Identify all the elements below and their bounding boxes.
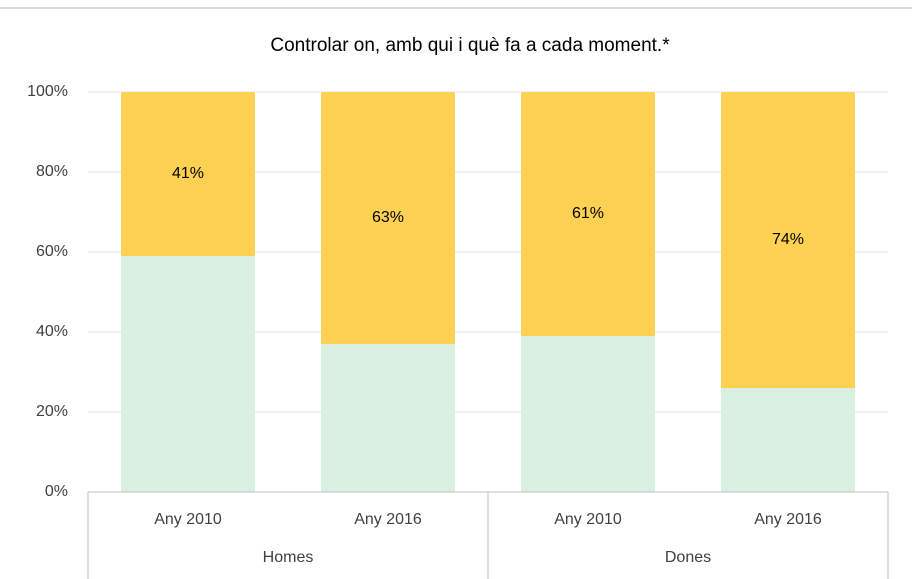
- x-tick-label: Any 2010: [154, 511, 222, 528]
- x-tick-label: Any 2016: [754, 511, 822, 528]
- data-label: 41%: [172, 165, 204, 182]
- group-label: Homes: [263, 549, 314, 566]
- y-tick-label: 100%: [27, 83, 68, 100]
- chart-title: Controlar on, amb qui i què fa a cada mo…: [270, 35, 670, 56]
- group-label: Dones: [665, 549, 711, 566]
- bar-segment: [321, 92, 455, 344]
- data-label: 63%: [372, 209, 404, 226]
- y-tick-label: 80%: [36, 163, 68, 180]
- y-tick-label: 60%: [36, 243, 68, 260]
- bar-segment: [321, 344, 455, 492]
- data-label: 61%: [572, 205, 604, 222]
- x-tick-label: Any 2010: [554, 511, 622, 528]
- bar-segment: [521, 336, 655, 492]
- data-label: 74%: [772, 231, 804, 248]
- y-tick-label: 20%: [36, 403, 68, 420]
- x-tick-label: Any 2016: [354, 511, 422, 528]
- bar-segment: [121, 92, 255, 256]
- bar-segment: [121, 256, 255, 492]
- y-tick-label: 40%: [36, 323, 68, 340]
- bar-segment: [721, 92, 855, 388]
- bar-segment: [521, 92, 655, 336]
- y-tick-label: 0%: [45, 483, 68, 500]
- bar-segment: [721, 388, 855, 492]
